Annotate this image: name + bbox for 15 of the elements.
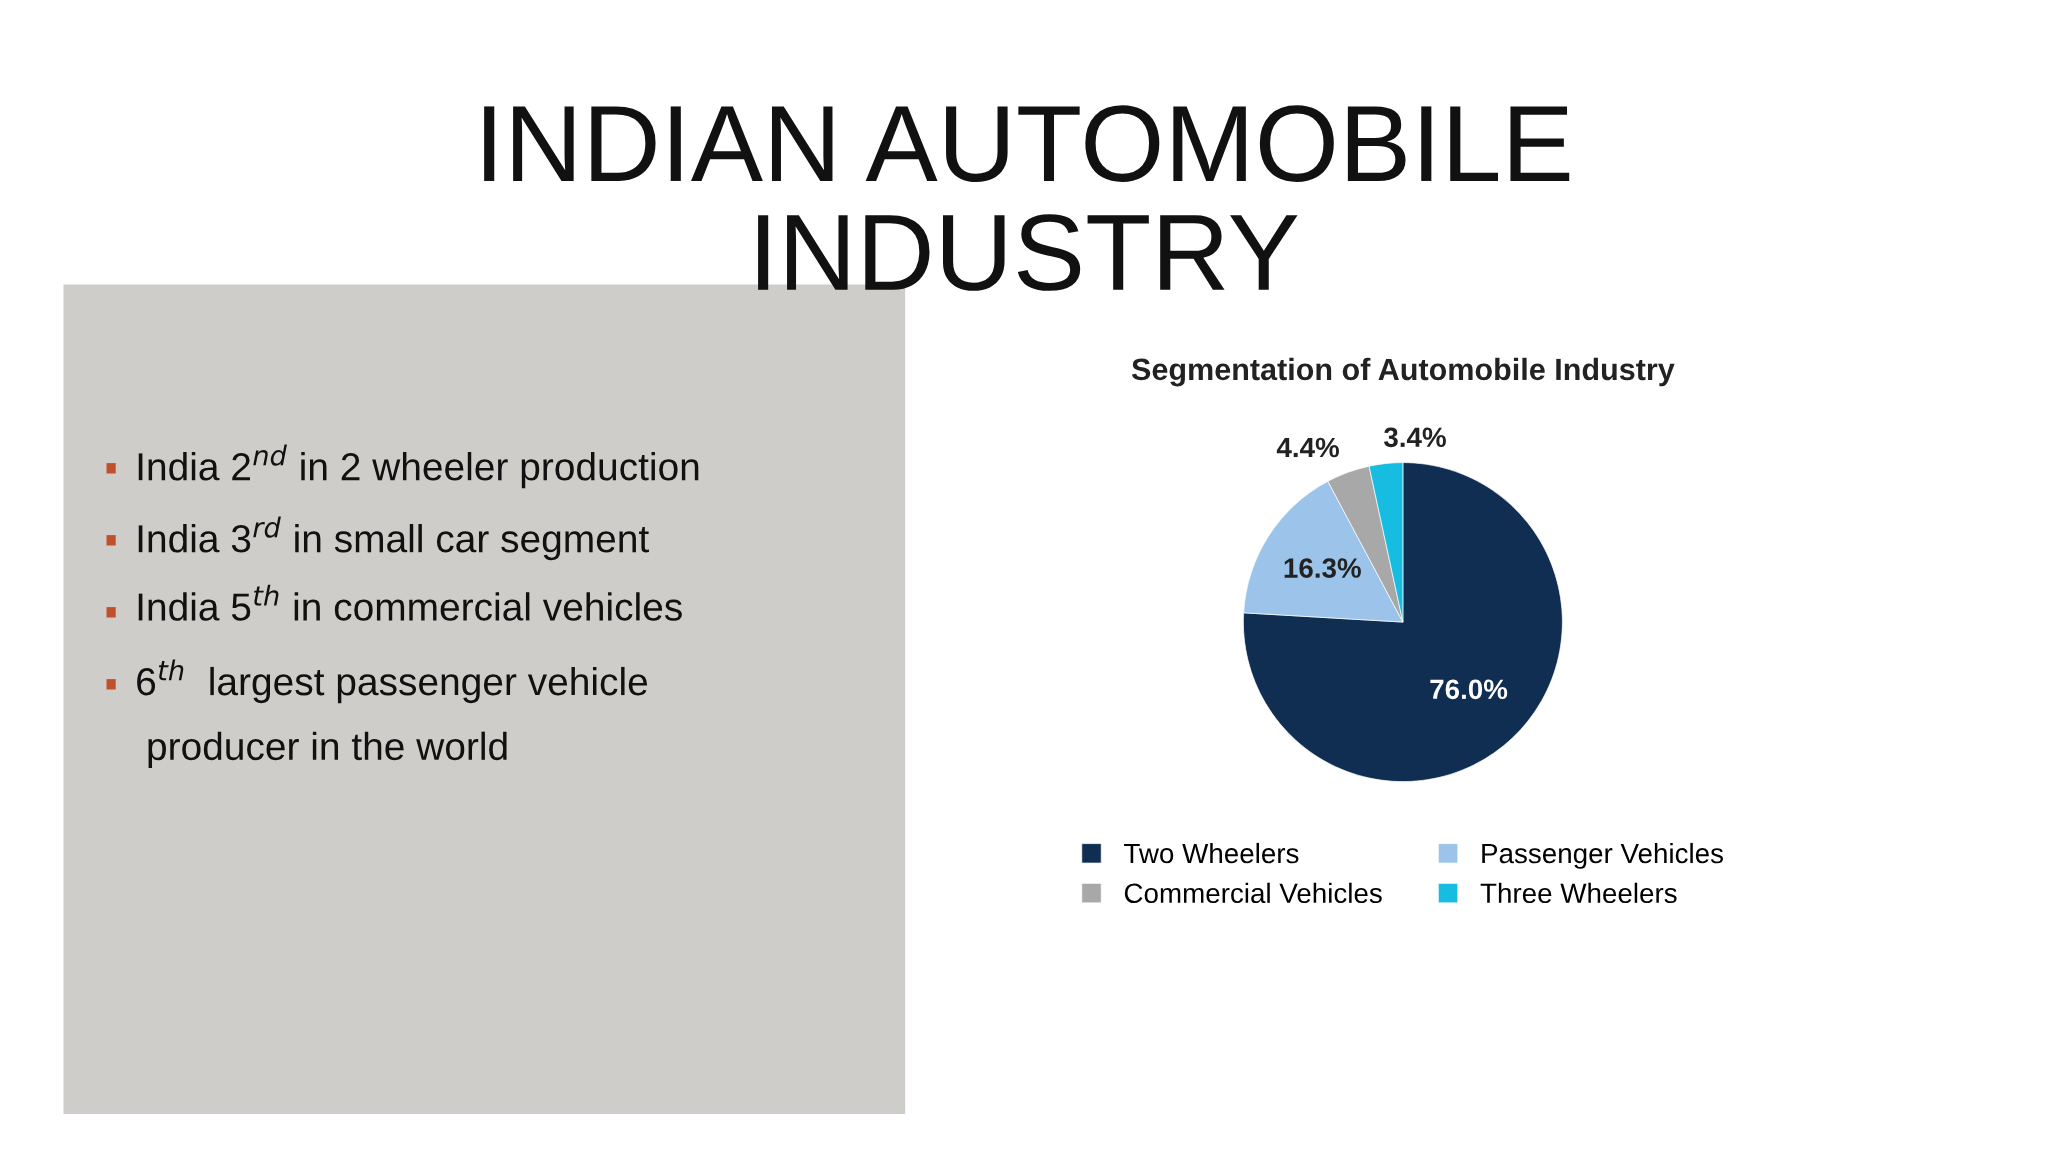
text: India 5$^{th}$ in commercial vehicles: [138, 584, 682, 621]
text: INDIAN AUTOMOBILE INDUSTRY: [484, 105, 1570, 291]
legend-label: Commercial Vehicles: [1124, 882, 1382, 904]
legend-label: Two Wheelers: [1124, 842, 1299, 864]
data-label: 16.3%: [1284, 558, 1361, 578]
legend-label: Three Wheelers: [1480, 882, 1677, 904]
text: India 3$^{rd}$ in small car segment: [138, 516, 649, 561]
pie-slice: [1243, 462, 1563, 782]
data-label: 3.4%: [1383, 427, 1446, 448]
chart-title: Segmentation of Automobile Industry: [1131, 357, 1675, 387]
text: 6$^{th}$ largest passenger vehicle producer in the world: [137, 659, 648, 768]
text: India 2$^{nd}$ in 2 wheeler production: [138, 444, 699, 489]
data-label: 4.4%: [1276, 437, 1339, 458]
data-label: 76.0%: [1430, 679, 1508, 700]
legend-label: Passenger Vehicles: [1482, 842, 1723, 869]
